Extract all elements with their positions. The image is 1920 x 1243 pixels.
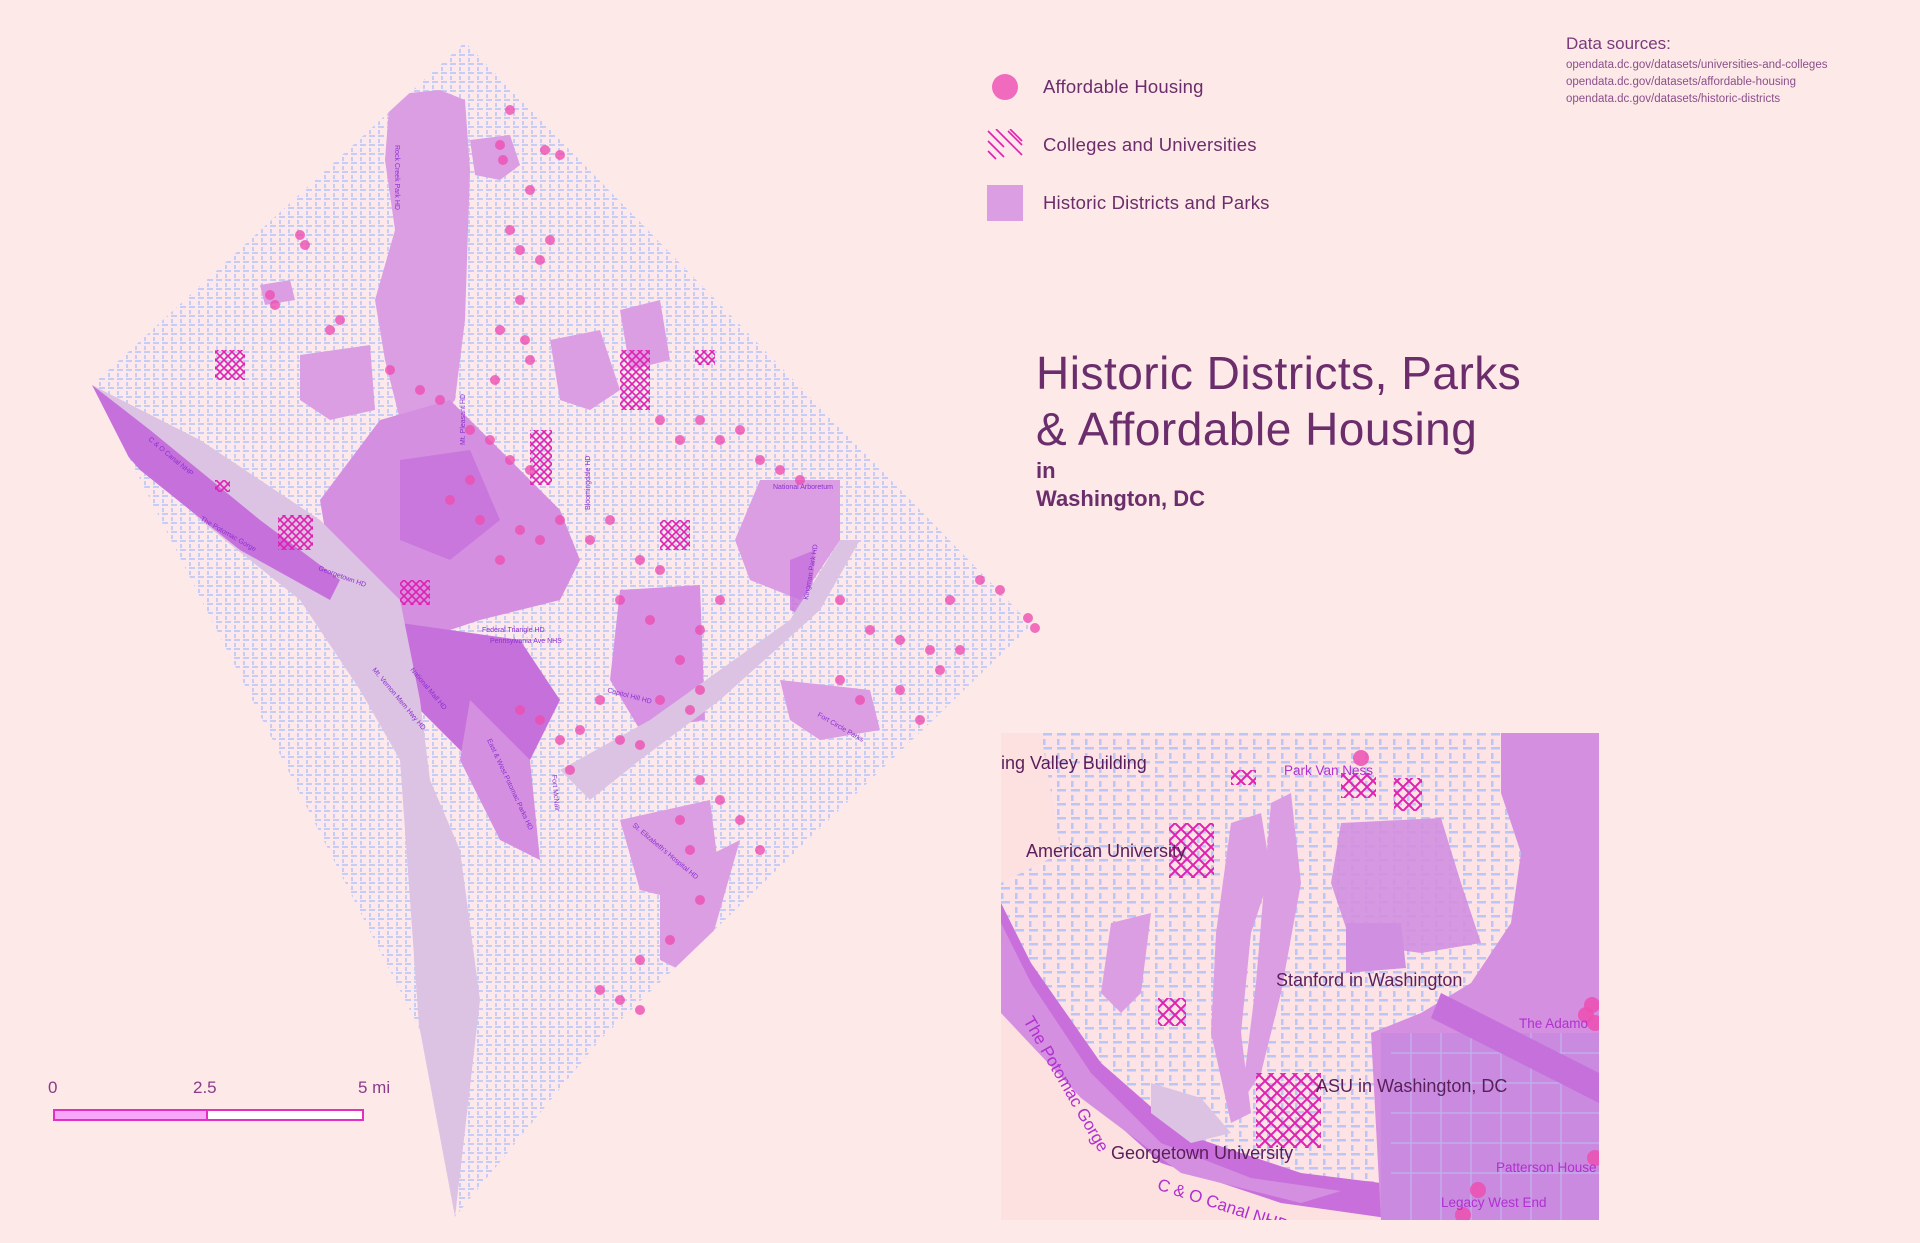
- source-link[interactable]: opendata.dc.gov/datasets/historic-distri…: [1566, 93, 1781, 105]
- title-line-1: Historic Districts, Parks: [1036, 347, 1522, 399]
- svg-text:National Arboretum: National Arboretum: [773, 484, 833, 491]
- label-legacy-west-end: Legacy West End: [1441, 1195, 1547, 1210]
- svg-text:Pennsylvania Ave NHS: Pennsylvania Ave NHS: [490, 638, 562, 645]
- legend-item-historic-districts: Historic Districts and Parks: [985, 174, 1270, 232]
- scale-segment-empty: [206, 1109, 364, 1121]
- scale-segment-filled: [53, 1109, 208, 1121]
- scale-tick-end: 5 mi: [358, 1078, 391, 1097]
- label-american-university: American University: [1026, 841, 1187, 861]
- legend: Affordable Housing Colleges and Universi…: [985, 58, 1270, 232]
- svg-text:Federal Triangle HD: Federal Triangle HD: [482, 627, 545, 634]
- data-sources: Data sources: opendata.dc.gov/datasets/u…: [1566, 34, 1827, 108]
- title-line-3: in: [1036, 458, 1056, 483]
- label-spring-valley-building: ing Valley Building: [1001, 753, 1147, 773]
- inset-map-graphic: [1001, 733, 1599, 1220]
- map-title: Historic Districts, Parks & Affordable H…: [1036, 345, 1521, 513]
- svg-text:Rock Creek Park HD: Rock Creek Park HD: [393, 145, 400, 210]
- circle-icon: [985, 67, 1025, 107]
- main-map[interactable]: Rock Creek Park HD C & O Canal NHP The P…: [0, 0, 1060, 1243]
- label-park-van-ness: Park Van Ness: [1284, 763, 1374, 778]
- label-patterson-house: Patterson House: [1496, 1160, 1597, 1175]
- label-stanford-in-washington: Stanford in Washington: [1276, 970, 1463, 990]
- university-hatches: [215, 350, 715, 605]
- scale-tick-mid: 2.5: [193, 1078, 217, 1097]
- title-line-4: Washington, DC: [1036, 486, 1206, 511]
- source-link[interactable]: opendata.dc.gov/datasets/universities-an…: [1566, 59, 1828, 71]
- label-asu-in-washington: ASU in Washington, DC: [1316, 1076, 1508, 1096]
- title-line-2: & Affordable Housing: [1036, 403, 1478, 455]
- scale-bar: 0 2.5 5 mi: [40, 1078, 420, 1128]
- housing-dots: [265, 105, 1040, 1015]
- label-georgetown-university: Georgetown University: [1111, 1143, 1294, 1163]
- square-icon: [985, 183, 1025, 223]
- inset-map[interactable]: ing Valley Building American University …: [1001, 733, 1599, 1220]
- hatch-icon: [985, 125, 1025, 165]
- svg-text:Mt. Pleasant HD: Mt. Pleasant HD: [460, 394, 467, 445]
- legend-item-colleges: Colleges and Universities: [985, 116, 1270, 174]
- source-link[interactable]: opendata.dc.gov/datasets/affordable-hous…: [1566, 76, 1796, 88]
- svg-text:Bloomingdale HD: Bloomingdale HD: [585, 456, 592, 510]
- legend-item-affordable-housing: Affordable Housing: [985, 58, 1270, 116]
- scale-tick-0: 0: [48, 1078, 58, 1097]
- dc-land: [92, 42, 1032, 1217]
- svg-text:Fort McNair: Fort McNair: [550, 775, 560, 813]
- label-the-adamo: The Adamo: [1519, 1016, 1589, 1031]
- data-sources-heading: Data sources:: [1566, 34, 1671, 53]
